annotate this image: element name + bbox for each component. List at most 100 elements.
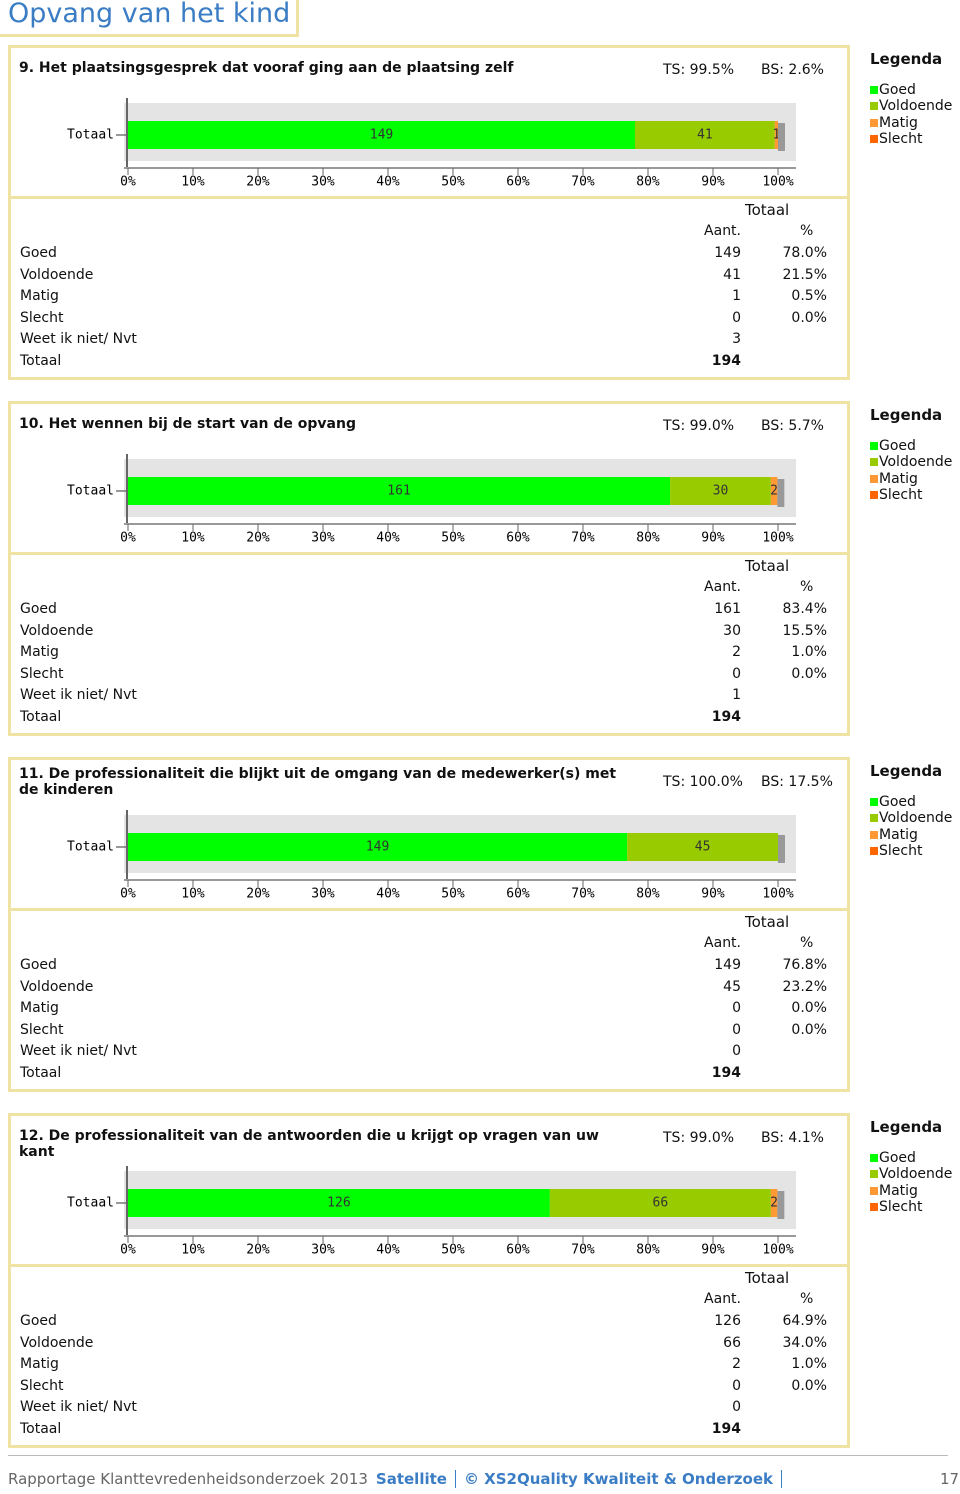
legend-swatch [870, 86, 878, 94]
row-count: 194 [711, 709, 741, 725]
row-count: 30 [723, 622, 741, 639]
legend-title: Legenda [870, 1118, 943, 1136]
row-percent: 0.0% [791, 1000, 827, 1017]
legend-label: Slecht [879, 1198, 923, 1215]
legend-label: Matig [879, 470, 918, 487]
x-tick-label: 90% [701, 531, 725, 546]
x-tick-label: 10% [181, 175, 205, 190]
row-count: 161 [714, 601, 741, 617]
legend-swatch [870, 1202, 878, 1211]
legend-item: Matig [870, 471, 918, 487]
table-rule [11, 196, 847, 199]
legend-item: Goed [870, 438, 916, 454]
x-tick-label: 70% [571, 531, 595, 546]
bar-label: 45 [695, 840, 711, 855]
category-label: Totaal [67, 840, 114, 855]
bar-segment [627, 833, 778, 861]
legend-swatch [870, 1170, 878, 1179]
table-col: % [800, 1291, 814, 1307]
footer-report: Rapportage Klanttevredenheidsonderzoek 2… [8, 1470, 368, 1488]
x-tick-label: 0% [120, 175, 136, 190]
x-tick-label: 20% [246, 887, 270, 902]
legend-label: Goed [879, 1150, 916, 1166]
x-tick-label: 30% [311, 531, 335, 546]
page-title: Opvang van het kind [8, 0, 291, 29]
bar-segment [770, 1189, 778, 1217]
bs: BS: 5.7% [761, 418, 824, 434]
legend-label: Goed [879, 438, 916, 454]
ts: TS: 99.5% [663, 62, 735, 78]
legend-label: Slecht [879, 486, 923, 503]
legend-item: Slecht [870, 843, 922, 859]
legend-swatch [870, 814, 878, 823]
legend-swatch [870, 102, 878, 111]
x-tick-label: 90% [701, 887, 725, 902]
x-tick-label: 10% [181, 1243, 205, 1258]
legend-label: Voldoende [879, 1166, 953, 1183]
bar-segment [128, 1189, 550, 1217]
question-section: 12. De professionaliteit van de antwoord… [8, 1113, 850, 1448]
question-section: 11. De professionaliteit die blijkt uit … [8, 757, 850, 1092]
x-tick-label: 100% [762, 175, 793, 190]
x-tick-label: 80% [636, 1243, 660, 1258]
x-tick-label: 20% [246, 1243, 270, 1258]
row-count: 45 [723, 978, 741, 995]
x-tick-label: 40% [376, 887, 400, 902]
row-label: Weet ik niet/ Nvt [20, 331, 137, 348]
row-percent: 0.0% [791, 1377, 827, 1394]
x-tick-label: 60% [506, 531, 530, 546]
footer-company: © XS2Quality Kwaliteit & Onderzoek [464, 1470, 782, 1488]
row-label: Voldoende [20, 622, 94, 639]
row-count: 194 [711, 353, 741, 369]
x-tick-label: 40% [376, 175, 400, 190]
x-tick-label: 40% [376, 1243, 400, 1258]
row-percent: 1.0% [791, 1356, 827, 1373]
row-count: 0 [732, 1000, 741, 1017]
question: 9. Het plaatsingsgesprek dat vooraf ging… [19, 60, 514, 76]
legend-item: Matig [870, 827, 918, 843]
row-percent: 0.0% [791, 1021, 827, 1038]
x-tick-label: 90% [701, 175, 725, 190]
row-label: Totaal [20, 709, 62, 725]
x-tick-label: 80% [636, 531, 660, 546]
row-label: Weet ik niet/ Nvt [20, 1043, 137, 1060]
bar-shadow [778, 835, 785, 863]
row-count: 3 [732, 331, 741, 348]
bar-label: 149 [366, 840, 389, 855]
legend-item: Goed [870, 1150, 916, 1166]
row-count: 0 [732, 1043, 741, 1060]
bs: BS: 4.1% [761, 1130, 824, 1146]
legend-swatch [870, 474, 878, 483]
x-tick-label: 90% [701, 1243, 725, 1258]
row-count: 194 [711, 1065, 741, 1081]
table-rule [11, 552, 847, 555]
row-count: 2 [732, 644, 741, 661]
legend-swatch [870, 134, 878, 143]
legend-label: Matig [879, 1182, 918, 1199]
bar-label: 149 [370, 128, 393, 143]
x-tick-label: 0% [120, 1243, 136, 1258]
row-percent: 83.4% [782, 601, 827, 617]
row-label: Matig [20, 1356, 59, 1373]
x-tick-label: 60% [506, 1243, 530, 1258]
legend-item: Voldoende [870, 1166, 952, 1182]
table-group: Totaal [745, 1269, 790, 1287]
bar-shadow [778, 123, 785, 151]
ts: TS: 99.0% [663, 1130, 735, 1146]
row-count: 0 [732, 1021, 741, 1038]
row-count: 149 [714, 957, 741, 973]
row-label: Slecht [20, 309, 64, 326]
legend-item: Goed [870, 82, 916, 98]
legend-swatch [870, 442, 878, 450]
legend-swatch [870, 1154, 878, 1162]
legend-label: Slecht [879, 130, 923, 147]
row-label: Goed [20, 1313, 57, 1329]
row-count: 0 [732, 1399, 741, 1416]
x-tick-label: 70% [571, 887, 595, 902]
legend-label: Voldoende [879, 454, 953, 471]
row-percent: 1.0% [791, 644, 827, 661]
row-percent: 76.8% [782, 957, 827, 973]
row-label: Matig [20, 1000, 59, 1017]
table-rule [11, 1264, 847, 1267]
